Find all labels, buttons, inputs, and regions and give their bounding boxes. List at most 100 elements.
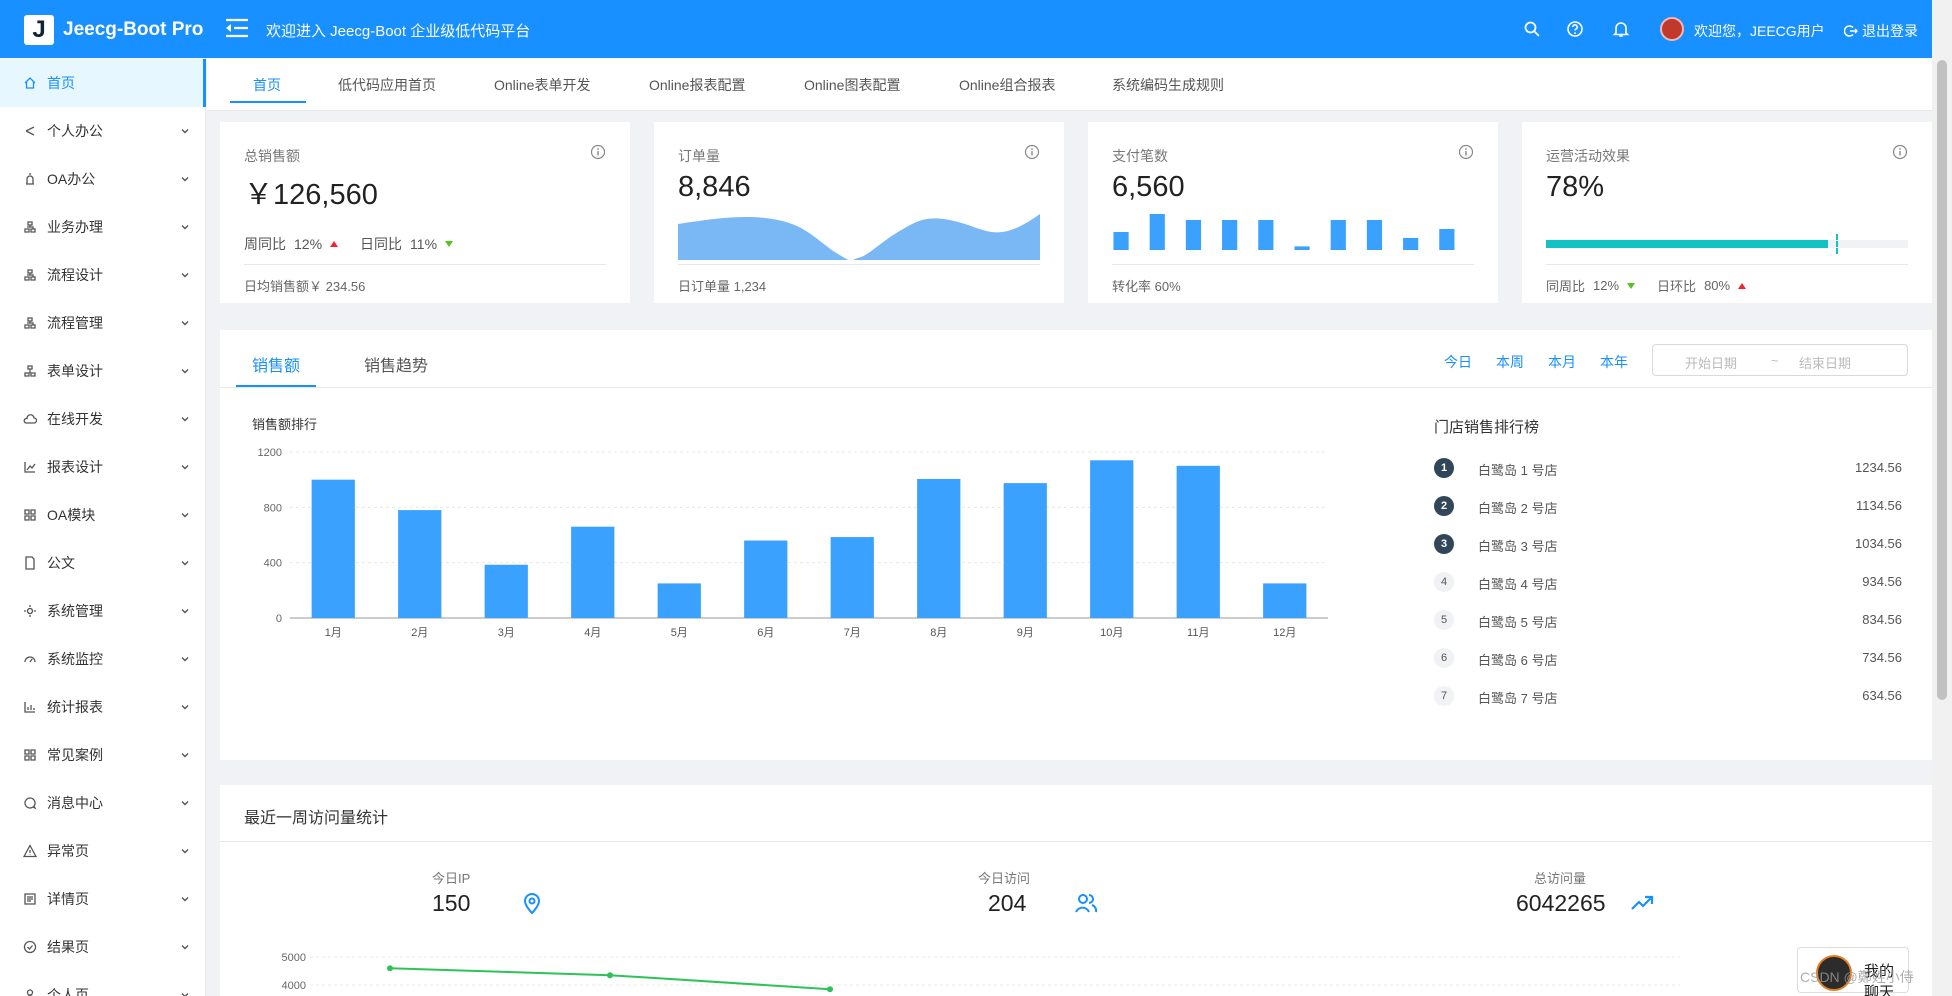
sidebar-item-1[interactable]: 个人办公	[0, 107, 206, 155]
sidebar-menu: 首页 个人办公 OA办公 业务办理流程设计流程管理表单设计在线开发 报表设计 OA模块公文…	[0, 58, 206, 996]
sidebar-item-2[interactable]: OA办公	[0, 155, 206, 203]
sales-bar	[398, 510, 442, 618]
page-tab-2[interactable]: Online表单开发	[494, 77, 591, 93]
chevron-down-icon	[181, 561, 189, 566]
info-circle-icon[interactable]	[590, 144, 606, 160]
sidebar-item-label: OA模块	[47, 507, 96, 523]
sales-bar	[571, 526, 615, 618]
search-icon[interactable]	[1523, 20, 1541, 38]
sidebar-item-7[interactable]: 在线开发	[0, 395, 206, 443]
sidebar-item-18[interactable]: 结果页	[0, 923, 206, 971]
active-tab-underline	[236, 385, 316, 387]
tab-sales-trend[interactable]: 销售趋势	[364, 358, 429, 375]
menu-fold-icon[interactable]	[224, 16, 250, 40]
store-sales: 1234.56	[1855, 460, 1902, 475]
chevron-down-icon	[181, 273, 189, 278]
store-name: 白鹭岛 7 号店	[1478, 691, 1558, 706]
x-tick-label: 11月	[1187, 627, 1209, 639]
tab-sales[interactable]: 销售额	[252, 358, 301, 375]
wow-value: 12%	[1593, 278, 1620, 293]
sidebar-item-12[interactable]: 系统监控	[0, 635, 206, 683]
sidebar-item-13[interactable]: 统计报表	[0, 683, 206, 731]
chart-title: 销售额排行	[252, 417, 318, 432]
sidebar-item-14[interactable]: 常见案例	[0, 731, 206, 779]
sidebar-item-19[interactable]: 个人页	[0, 971, 206, 996]
logout-button[interactable]: 退出登录	[1844, 21, 1918, 41]
date-range-picker[interactable]: 开始日期 ~ 结束日期	[1652, 344, 1908, 376]
store-sales: 634.56	[1862, 688, 1902, 703]
sidebar-item-label: 消息中心	[47, 795, 103, 811]
sales-bar	[1090, 460, 1134, 618]
sidebar-item-10[interactable]: 公文	[0, 539, 206, 587]
visit-series-line	[389, 967, 831, 991]
avatar[interactable]	[1660, 17, 1684, 41]
card-value: 78%	[1546, 171, 1605, 203]
card-title: 订单量	[678, 148, 720, 164]
chevron-down-icon	[181, 129, 189, 134]
home-icon	[24, 77, 36, 89]
top-header: J Jeecg-Boot Pro 欢迎进入 Jeecg-Boot 企业级低代码平…	[0, 0, 1932, 58]
chevron-down-icon	[181, 945, 189, 950]
chat-widget[interactable]: 我的聊天	[1797, 947, 1909, 996]
rank-row: 4 白鹭岛 4 号店 934.56	[1434, 572, 1902, 592]
sidebar-item-label: 表单设计	[47, 363, 103, 379]
info-circle-icon[interactable]	[1024, 144, 1040, 160]
scrollbar-thumb[interactable]	[1937, 60, 1947, 700]
start-date-input[interactable]: 开始日期	[1685, 356, 1738, 371]
range-year[interactable]: 本年	[1600, 354, 1628, 370]
range-month[interactable]: 本月	[1548, 354, 1576, 370]
sidebar-item-4[interactable]: 流程设计	[0, 251, 206, 299]
sales-bar	[744, 540, 788, 618]
sidebar-item-3[interactable]: 业务办理	[0, 203, 206, 251]
page-tab-4[interactable]: Online图表配置	[804, 77, 901, 93]
help-icon[interactable]	[1566, 20, 1584, 38]
sidebar-item-label: 流程设计	[47, 267, 103, 283]
sidebar-item-17[interactable]: 详情页	[0, 875, 206, 923]
range-today[interactable]: 今日	[1444, 354, 1472, 370]
setting-icon	[24, 605, 36, 617]
y-tick-label: 400	[264, 558, 282, 570]
end-date-input[interactable]: 结束日期	[1799, 356, 1852, 371]
appstore-icon	[24, 509, 36, 521]
sidebar-item-6[interactable]: 表单设计	[0, 347, 206, 395]
dod-label: 日同比	[360, 236, 403, 252]
sidebar-item-5[interactable]: 流程管理	[0, 299, 206, 347]
info-circle-icon[interactable]	[1892, 144, 1908, 160]
page-tabs-bar: 首页 低代码应用首页 Online表单开发 Online报表配置 Online图表配置 O…	[207, 58, 1932, 111]
page-scrollbar[interactable]	[1932, 0, 1952, 996]
page-tab-3[interactable]: Online报表配置	[649, 77, 746, 93]
page-tab-1[interactable]: 低代码应用首页	[338, 77, 436, 93]
page-tab-0[interactable]: 首页	[253, 77, 281, 93]
x-tick-label: 1月	[325, 627, 342, 639]
card-title: 运营活动效果	[1546, 148, 1630, 164]
sidebar-item-9[interactable]: OA模块	[0, 491, 206, 539]
payments-mini-bar-chart	[1113, 214, 1455, 250]
sidebar-item-label: 详情页	[47, 891, 89, 907]
sidebar-item-0[interactable]: 首页	[0, 59, 206, 107]
sidebar-item-16[interactable]: 异常页	[0, 827, 206, 875]
user-greeting[interactable]: 欢迎您，JEECG用户	[1694, 23, 1825, 39]
payment-bar	[1403, 238, 1419, 250]
wow-label: 周同比	[244, 236, 286, 252]
rank-number: 2	[1434, 496, 1454, 516]
dashboard-icon	[24, 656, 36, 663]
sidebar-item-11[interactable]: 系统管理	[0, 587, 206, 635]
divider	[244, 264, 606, 265]
info-circle-icon[interactable]	[1458, 144, 1474, 160]
sidebar-item-label: 公文	[47, 555, 75, 571]
sales-bar	[917, 478, 961, 618]
active-tab-underline	[230, 101, 306, 103]
card-footer-trends: 同周比 12% 日环比 80%	[1546, 276, 1747, 295]
page-tab-5[interactable]: Online组合报表	[959, 77, 1056, 93]
page-tab-6[interactable]: 系统编码生成规则	[1112, 77, 1224, 93]
range-week[interactable]: 本周	[1496, 354, 1524, 370]
rank-row: 1 白鹭岛 1 号店 1234.56	[1434, 458, 1902, 478]
x-tick-label: 5月	[671, 627, 688, 639]
sidebar-item-8[interactable]: 报表设计	[0, 443, 206, 491]
sidebar-item-label: 系统监控	[47, 651, 103, 667]
bell-icon[interactable]	[1612, 20, 1630, 38]
card-orders: 订单量 8,846 日订单量 1,234	[654, 122, 1064, 303]
rank-row: 2 白鹭岛 2 号店 1134.56	[1434, 496, 1902, 516]
sidebar-item-15[interactable]: 消息中心	[0, 779, 206, 827]
logout-icon	[1844, 25, 1858, 37]
